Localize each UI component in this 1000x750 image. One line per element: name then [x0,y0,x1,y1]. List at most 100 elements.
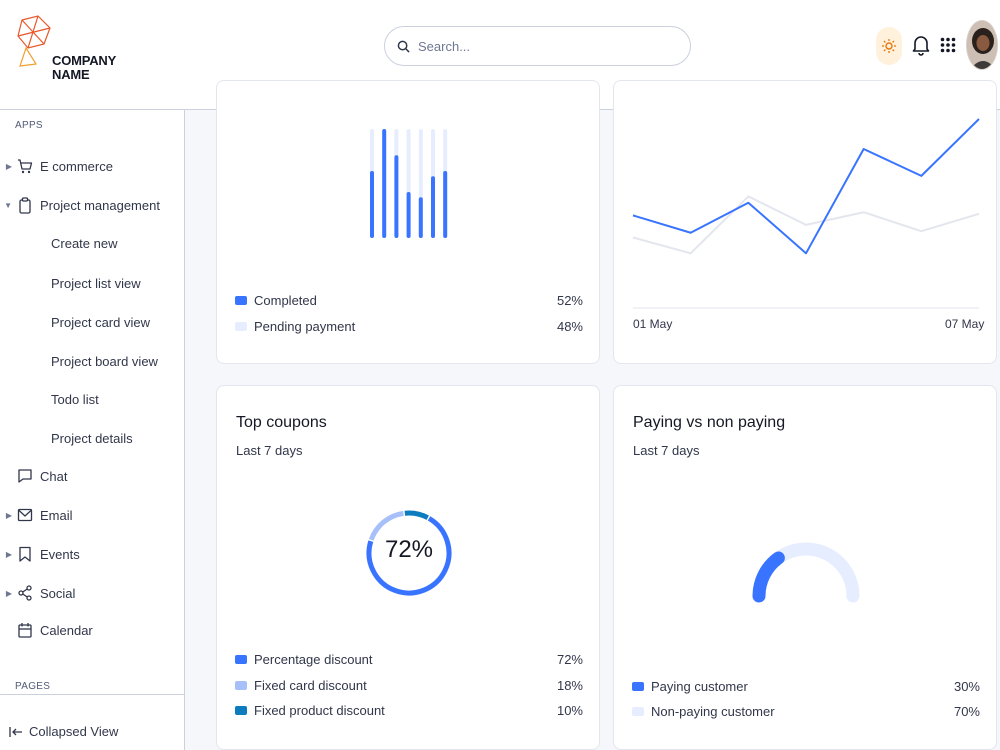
legend-label: Non-paying customer [651,704,775,719]
sidebar-item-events[interactable]: ▶ Events [0,543,184,565]
legend-label: Paying customer [651,679,748,694]
search-icon [397,40,410,53]
caret-right-icon: ▶ [5,549,12,559]
sidebar-item-project-management[interactable]: ▼ Project management [0,194,184,216]
series-line-secondary [632,195,980,255]
legend-value: 48% [556,319,583,334]
card-title: Top coupons [236,414,327,431]
company-name: COMPANY NAME [52,53,117,82]
collapse-view-label: Collapsed View [29,724,119,739]
logo-mark-icon [17,15,51,67]
legend-label: Pending payment [254,319,356,334]
sidebar-item-label: Email [40,507,73,523]
series-line-primary [632,118,980,255]
legend-item-pending-payment: Pending payment 48% [235,319,583,334]
sidebar-item-social[interactable]: ▶ Social [0,582,184,604]
legend-swatch [235,681,247,690]
sidebar-subitem-project-board-view[interactable]: Project board view [51,354,158,369]
legend-label: Fixed product discount [254,703,385,718]
legend-value: 70% [953,704,980,719]
sidebar-item-label: Chat [40,468,68,484]
sidebar-section-pages: PAGES [15,681,51,692]
x-axis-start-label: 01 May [633,317,673,331]
trend-card: 01 May 07 May [613,80,997,364]
mail-icon [16,506,34,524]
legend-item-fixed-product-discount: Fixed product discount 10% [235,703,583,718]
legend-label: Percentage discount [254,652,373,667]
coupons-donut-chart [366,510,452,596]
clipboard-icon [16,196,34,214]
legend-label: Completed [254,293,317,308]
legend-value: 10% [556,703,583,718]
legend-value: 30% [953,679,980,694]
legend-item-non-paying-customer: Non-paying customer 70% [632,704,980,719]
bookmark-icon [16,545,34,563]
top-coupons-card: Top coupons Last 7 days 72% Percentage d… [216,385,600,750]
search-input[interactable] [418,38,668,54]
sidebar-item-label: Calendar [40,622,93,638]
sidebar-subitem-todo-list[interactable]: Todo list [51,392,99,407]
sidebar-item-ecommerce[interactable]: ▶ E commerce [0,155,184,177]
card-subtitle: Last 7 days [236,443,303,458]
sidebar-subitem-project-list-view[interactable]: Project list view [51,276,141,291]
legend-value: 72% [556,652,583,667]
legend-item-fixed-card-discount: Fixed card discount 18% [235,678,583,693]
sidebar-subitem-create-new[interactable]: Create new [51,236,118,251]
donut-center-value: 72% [384,536,434,563]
legend-item-percentage-discount: Percentage discount 72% [235,652,583,667]
search-box[interactable] [384,26,691,66]
trend-line-chart [632,118,980,309]
sidebar-item-calendar[interactable]: Calendar [0,619,184,641]
caret-down-icon: ▼ [4,200,12,210]
legend-value: 18% [556,678,583,693]
paying-gauge-chart [752,542,860,603]
legend-swatch [235,655,247,664]
sidebar-item-label: Social [40,585,76,601]
payment-bar-chart [370,129,448,238]
caret-right-icon: ▶ [5,161,12,171]
share-icon [16,584,34,602]
grid-dots-icon [940,37,956,53]
sidebar-section-apps: APPS [15,120,43,131]
cart-icon [16,157,34,175]
notifications-button[interactable] [912,34,930,61]
paying-customers-card: Paying vs non paying Last 7 days Paying … [613,385,997,750]
caret-right-icon: ▶ [5,510,12,520]
company-logo[interactable]: COMPANY NAME [16,14,116,82]
chat-icon [16,467,34,485]
legend-swatch [235,706,247,715]
sidebar-item-label: Project management [40,197,160,213]
collapse-view-button[interactable]: Collapsed View [9,724,118,739]
sidebar-item-label: E commerce [40,158,113,174]
legend-value: 52% [556,293,583,308]
legend-swatch [235,322,247,331]
legend-swatch [632,682,644,691]
x-axis-end-label: 07 May [945,317,985,331]
theme-toggle-button[interactable] [876,27,902,65]
apps-menu-button[interactable] [940,37,956,58]
avatar-photo-icon [967,21,997,69]
sidebar-item-email[interactable]: ▶ Email [0,504,184,526]
sidebar-subitem-project-details[interactable]: Project details [51,431,133,446]
legend-swatch [632,707,644,716]
donut-slice [366,516,452,596]
collapse-arrow-icon [9,726,22,737]
gauge-value-arc [752,551,785,603]
sidebar-subitem-project-card-view[interactable]: Project card view [51,315,150,330]
caret-right-icon: ▶ [5,588,12,598]
card-title: Paying vs non paying [633,414,786,431]
donut-slice [404,510,429,520]
sidebar: APPS ▶ E commerce ▼ Project management C… [0,110,185,750]
card-subtitle: Last 7 days [633,443,700,458]
sidebar-item-label: Events [40,546,80,562]
sidebar-item-chat[interactable]: Chat [0,465,184,487]
payment-status-card: Completed 52% Pending payment 48% [216,80,600,364]
calendar-icon [16,621,34,639]
sidebar-footer: Collapsed View [0,694,184,750]
legend-swatch [235,296,247,305]
bell-icon [912,36,930,56]
donut-slice [368,510,404,541]
user-avatar[interactable] [966,20,998,70]
legend-label: Fixed card discount [254,678,367,693]
sun-icon [882,39,896,53]
